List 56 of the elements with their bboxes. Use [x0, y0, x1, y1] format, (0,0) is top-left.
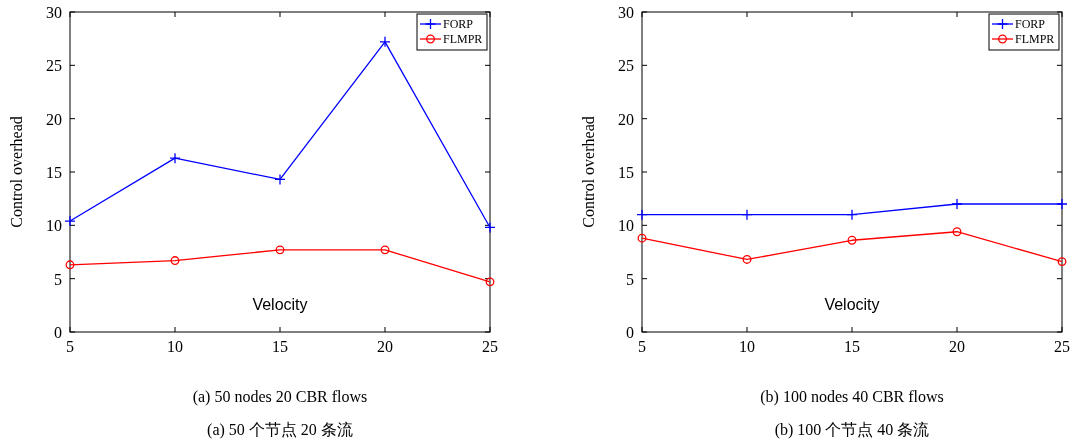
- y-tick-label: 30: [618, 4, 634, 21]
- legend-label: FLMPR: [443, 32, 483, 46]
- y-tick-label: 5: [54, 270, 62, 288]
- x-tick-label: 10: [167, 338, 183, 355]
- point: [169, 152, 181, 164]
- y-tick-label: 10: [46, 217, 62, 235]
- x-tick-label: 5: [66, 338, 74, 355]
- y-tick-label: 20: [618, 110, 634, 128]
- x-tick-label: 20: [377, 338, 393, 355]
- point: [170, 256, 180, 265]
- y-tick-label: 0: [54, 324, 62, 341]
- point: [847, 235, 857, 245]
- y-tick-label: 5: [626, 270, 634, 288]
- point: [274, 173, 286, 186]
- text: (b) 100 nodes 40 CBR flows: [760, 388, 944, 406]
- legend-label: FORP: [443, 17, 474, 31]
- point: [636, 209, 648, 221]
- y-tick-label: 25: [46, 57, 62, 75]
- legend-label: FORP: [1015, 17, 1046, 31]
- x-tick-label: 10: [739, 338, 755, 355]
- point: [380, 245, 390, 255]
- point: [65, 260, 75, 270]
- point: [485, 277, 495, 287]
- point: [64, 215, 76, 227]
- x-tick-label: 15: [844, 338, 860, 355]
- point: [379, 36, 391, 48]
- y-tick-label: 10: [618, 217, 634, 235]
- point: [275, 245, 285, 255]
- y-tick-label: 20: [46, 110, 62, 128]
- point: [1056, 198, 1068, 210]
- y-tick-label: 30: [46, 4, 62, 21]
- x-axis-title: Velocity: [252, 296, 308, 313]
- x-axis-title: Velocity: [824, 296, 880, 313]
- x-tick-label: 15: [272, 338, 288, 355]
- text: (a) 50 个节点 20 条流: [207, 421, 353, 439]
- point: [741, 209, 753, 221]
- point: [742, 255, 752, 264]
- text: (b) 100 个节点 40 条流: [774, 421, 930, 439]
- y-tick-label: 25: [618, 57, 634, 75]
- x-tick-label: 25: [482, 338, 498, 355]
- y-axis-title: Control overhead: [580, 116, 597, 228]
- text: (a) 50 nodes 20 CBR flows: [192, 388, 368, 406]
- y-axis-title: Control overhead: [8, 116, 25, 228]
- y-tick-label: 15: [618, 164, 634, 181]
- point: [1057, 257, 1067, 267]
- point: [846, 209, 858, 221]
- point: [952, 227, 962, 237]
- y-tick-label: 0: [626, 324, 634, 341]
- point: [951, 198, 963, 210]
- x-tick-label: 5: [638, 338, 646, 355]
- x-tick-label: 25: [1054, 338, 1070, 355]
- point: [637, 233, 647, 243]
- y-tick-label: 15: [46, 164, 62, 181]
- legend-label: FLMPR: [1015, 32, 1055, 46]
- x-tick-label: 20: [949, 338, 965, 355]
- point: [484, 221, 496, 234]
